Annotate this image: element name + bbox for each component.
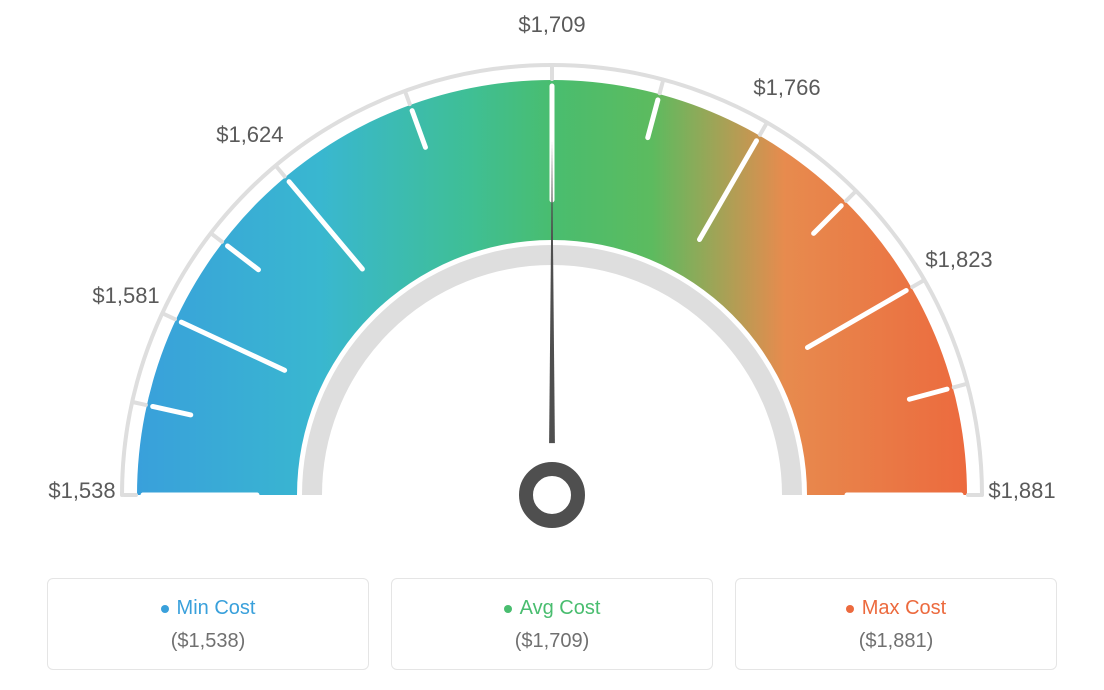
legend-max-title: Max Cost	[736, 597, 1056, 620]
legend-avg-title: Avg Cost	[392, 597, 712, 620]
legend-max-label: Max Cost	[862, 597, 946, 619]
gauge-svg	[0, 0, 1104, 560]
dot-icon-min	[161, 605, 169, 613]
outer-tick	[406, 93, 410, 104]
outer-tick	[912, 281, 922, 287]
legend-min-label: Min Cost	[177, 597, 256, 619]
gauge-tick-label: $1,766	[753, 75, 820, 101]
gauge-tick-label: $1,538	[48, 478, 115, 504]
gauge-area: $1,538 $1,581 $1,624 $1,709 $1,766 $1,823 $1,8…	[0, 0, 1104, 560]
legend-avg-value: ($1,709)	[392, 630, 712, 653]
legend-row: Min Cost ($1,538) Avg Cost ($1,709) Max …	[0, 578, 1104, 670]
outer-tick	[846, 192, 854, 200]
legend-card-min: Min Cost ($1,538)	[47, 578, 369, 670]
outer-tick	[954, 384, 966, 387]
outer-tick	[212, 234, 222, 241]
legend-min-title: Min Cost	[48, 597, 368, 620]
gauge-tick-label: $1,581	[92, 283, 159, 309]
gauge-tick-label: $1,709	[518, 12, 585, 38]
legend-max-value: ($1,881)	[736, 630, 1056, 653]
outer-tick	[134, 402, 146, 405]
legend-card-max: Max Cost ($1,881)	[735, 578, 1057, 670]
legend-card-avg: Avg Cost ($1,709)	[391, 578, 713, 670]
outer-tick	[660, 82, 663, 94]
outer-tick	[277, 167, 285, 176]
legend-min-value: ($1,538)	[48, 630, 368, 653]
legend-avg-label: Avg Cost	[520, 597, 601, 619]
gauge-tick-label: $1,881	[988, 478, 1055, 504]
dot-icon-max	[846, 605, 854, 613]
cost-gauge-chart: $1,538 $1,581 $1,624 $1,709 $1,766 $1,823 $1,8…	[0, 0, 1104, 690]
outer-tick	[164, 314, 175, 319]
gauge-tick-label: $1,823	[925, 247, 992, 273]
outer-tick	[760, 124, 766, 134]
gauge-tick-label: $1,624	[216, 122, 283, 148]
dot-icon-avg	[504, 605, 512, 613]
needle-hub	[526, 469, 578, 521]
